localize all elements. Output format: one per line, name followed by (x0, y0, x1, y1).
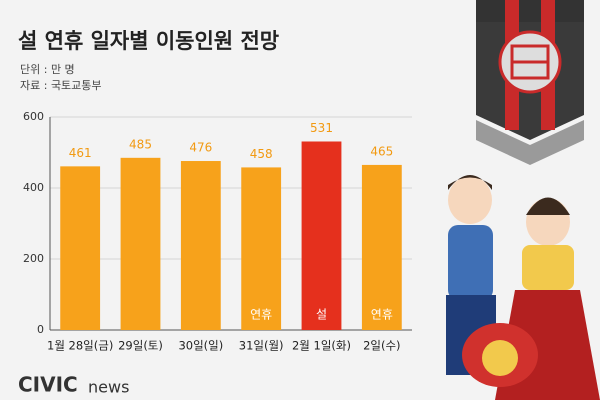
logo-suffix: news (88, 378, 129, 397)
bar (301, 141, 342, 330)
source-note: 자료 : 국토교통부 (20, 79, 102, 92)
x-tick-label: 29일(토) (118, 339, 163, 353)
x-tick-label: 2일(수) (363, 339, 400, 353)
value-label: 465 (370, 144, 393, 158)
value-label: 461 (69, 146, 92, 160)
chart-title: 설 연휴 일자별 이동인원 전망 (18, 29, 279, 53)
y-tick-label: 400 (23, 181, 44, 194)
y-tick-label: 200 (23, 252, 44, 265)
x-tick-label: 31일(월) (239, 339, 284, 353)
logo-brand: CIVIC (18, 373, 78, 397)
unit-note: 단위 : 만 명 (20, 63, 75, 76)
x-tick-label: 2월 1일(화) (292, 339, 351, 353)
bar (120, 157, 161, 330)
decoration-figures (446, 175, 600, 400)
y-tick-label: 0 (37, 323, 44, 336)
value-label: 476 (189, 141, 212, 155)
bar (241, 167, 282, 330)
logo: CIVIC news (18, 373, 129, 397)
bar-label: 연휴 (250, 308, 272, 322)
bar-label: 설 (316, 308, 327, 322)
bar-label: 연휴 (371, 308, 393, 322)
value-label: 458 (250, 147, 273, 161)
value-label: 531 (310, 121, 333, 135)
value-label: 485 (129, 137, 152, 151)
y-tick-label: 600 (23, 110, 44, 123)
x-tick-label: 30일(일) (178, 339, 223, 353)
decoration-banner (476, 0, 584, 165)
x-tick-label: 1월 28일(금) (47, 339, 113, 353)
bar (60, 166, 101, 330)
bar (180, 161, 221, 330)
bar (361, 164, 402, 330)
